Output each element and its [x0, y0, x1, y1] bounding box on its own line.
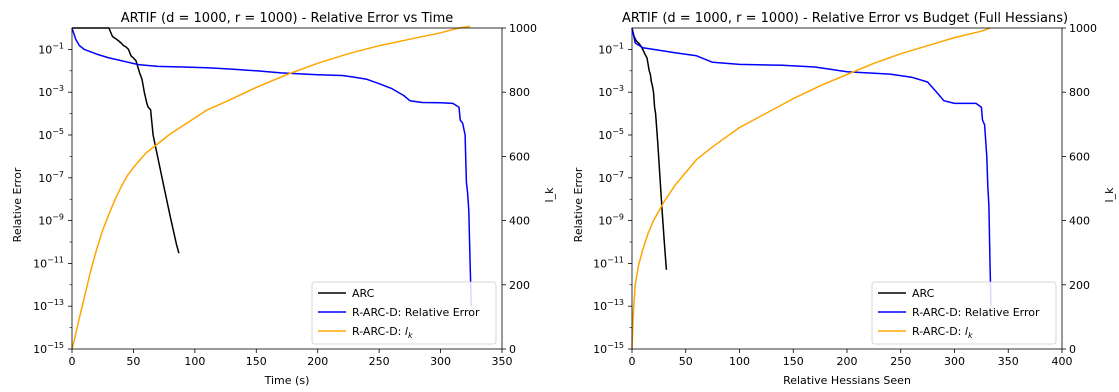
y-tick-label: 10−13 [33, 298, 64, 313]
legend-box [871, 281, 1057, 345]
y-tick-label: 10−1 [598, 41, 624, 56]
plot-frame [631, 27, 1063, 350]
series-line [631, 27, 991, 350]
series-line [71, 27, 473, 307]
axis-ticks: 0 50 100 150 200 250 300 350 10−15 10−13 10−11 10−9… [33, 22, 537, 368]
x-tick-label: 150 [783, 355, 804, 368]
x-tick-label: 50 [126, 355, 140, 368]
x-tick-label: 300 [944, 355, 965, 368]
legend-box [311, 281, 497, 345]
legend: ARC R-ARC-D: Relative Error R-ARC-D: lk [311, 281, 497, 345]
y-tick-label: 10−1 [38, 41, 64, 56]
chart-title: ARTIF (d = 1000, r = 1000) - Relative Er… [622, 11, 1068, 26]
y-axis-label: Relative Error [11, 167, 24, 242]
y-tick-label: 10−9 [38, 213, 64, 228]
x-tick-label: 350 [492, 355, 513, 368]
y-right-tick-label: 800 [509, 86, 530, 99]
legend: ARC R-ARC-D: Relative Error R-ARC-D: lk [871, 281, 1057, 345]
x-tick-label: 100 [184, 355, 205, 368]
series-line [631, 27, 668, 270]
y-right-tick-label: 200 [1069, 279, 1090, 292]
y-tick-label: 10−5 [598, 127, 624, 142]
y-tick-label: 10−7 [38, 170, 64, 185]
y-right-tick-label: 400 [509, 215, 530, 228]
y-tick-label: 10−9 [598, 213, 624, 228]
y-right-tick-label: 1000 [1069, 22, 1097, 35]
series-lines [71, 25, 473, 350]
y-tick-label: 10−5 [38, 127, 64, 142]
y-right-tick-label: 200 [509, 279, 530, 292]
legend-label-rarcd-lk: R-ARC-D: lk [912, 325, 973, 340]
x-tick-label: 250 [890, 355, 911, 368]
y-tick-label: 10−11 [33, 255, 64, 270]
legend-label-rarcd-error: R-ARC-D: Relative Error [912, 306, 1040, 319]
chart-time: ARTIF (d = 1000, r = 1000) - Relative Er… [11, 11, 556, 387]
legend-label-arc: ARC [352, 287, 375, 300]
series-line [631, 27, 992, 307]
y-tick-label: 10−11 [593, 255, 624, 270]
legend-label-rarcd-lk: R-ARC-D: lk [352, 325, 413, 340]
x-axis-label: Time (s) [264, 374, 310, 387]
y-right-tick-label: 0 [509, 343, 516, 356]
y-right-tick-label: 1000 [509, 22, 537, 35]
x-tick-label: 200 [307, 355, 328, 368]
y-right-tick-label: 400 [1069, 215, 1090, 228]
x-tick-label: 250 [369, 355, 390, 368]
series-line [71, 25, 471, 350]
x-tick-label: 350 [998, 355, 1019, 368]
x-tick-label: 100 [729, 355, 750, 368]
plot-frame [71, 27, 503, 350]
x-axis-label: Relative Hessians Seen [783, 374, 911, 387]
y-right-tick-label: 800 [1069, 86, 1090, 99]
y-right-axis-label: l_k [543, 187, 556, 203]
x-tick-label: 150 [246, 355, 267, 368]
y-tick-label: 10−3 [598, 84, 624, 99]
chart-budget: ARTIF (d = 1000, r = 1000) - Relative Er… [572, 11, 1116, 387]
y-right-tick-label: 600 [1069, 150, 1090, 163]
chart-title: ARTIF (d = 1000, r = 1000) - Relative Er… [121, 11, 454, 26]
axis-ticks: 0 50 100 150 200 250 300 350 400 10−15 10−13 10−11 1… [593, 22, 1097, 368]
x-tick-label: 0 [69, 355, 76, 368]
y-tick-label: 10−15 [33, 341, 64, 356]
x-tick-label: 50 [679, 355, 693, 368]
y-tick-label: 10−15 [593, 341, 624, 356]
x-tick-label: 0 [629, 355, 636, 368]
y-right-tick-label: 0 [1069, 343, 1076, 356]
legend-label-rarcd-error: R-ARC-D: Relative Error [352, 306, 480, 319]
x-tick-label: 400 [1052, 355, 1073, 368]
series-line [72, 27, 180, 254]
legend-label-arc: ARC [912, 287, 935, 300]
y-axis-label: Relative Error [572, 167, 585, 242]
y-tick-label: 10−3 [38, 84, 64, 99]
x-tick-label: 300 [430, 355, 451, 368]
series-lines [631, 27, 992, 350]
y-right-tick-label: 600 [509, 150, 530, 163]
y-right-axis-label: l_k [1103, 187, 1116, 203]
x-tick-label: 200 [837, 355, 858, 368]
y-tick-label: 10−7 [598, 170, 624, 185]
y-tick-label: 10−13 [593, 298, 624, 313]
